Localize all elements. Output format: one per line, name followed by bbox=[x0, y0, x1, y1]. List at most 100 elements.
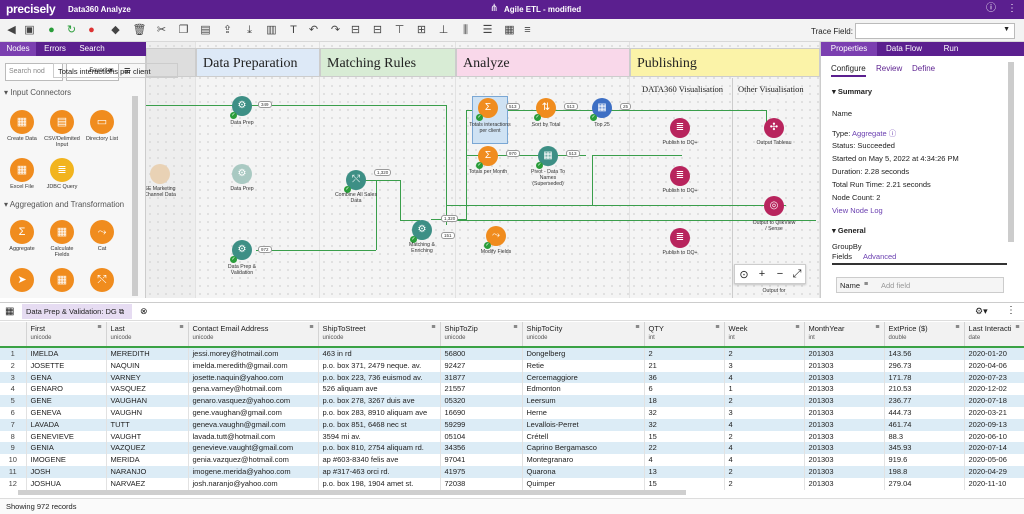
table-cell[interactable]: 198.8 bbox=[884, 465, 965, 478]
table-row[interactable]: 5 GENE VAUGHAN genaro.vasquez@yahoo.com p.o.… bbox=[0, 395, 1024, 407]
table-cell[interactable]: 201303 bbox=[804, 383, 885, 396]
table-cell[interactable]: 444.73 bbox=[884, 406, 965, 419]
table-cell[interactable]: GENA bbox=[26, 371, 107, 384]
table-cell[interactable]: 171.78 bbox=[884, 371, 965, 384]
table-cell[interactable]: gena.varney@hotmail.com bbox=[188, 383, 319, 396]
node-pivot-data[interactable]: ▦ bbox=[538, 146, 558, 166]
lane-title-matching-rules[interactable]: Matching Rules bbox=[320, 48, 456, 77]
node-data-prep-validation[interactable]: ⚙ bbox=[232, 240, 252, 260]
table-row[interactable]: 10 IMOGENE MERIDA genia.vazquez@hotmail.com… bbox=[0, 454, 1024, 466]
node-publish-dq-2[interactable]: ≣ bbox=[670, 166, 690, 186]
table-cell[interactable]: Leersum bbox=[522, 395, 645, 407]
table-cell[interactable]: 2020-03-21 bbox=[964, 406, 1024, 419]
upload-icon[interactable]: ⇪ bbox=[222, 24, 233, 36]
left-scrollbar[interactable] bbox=[132, 96, 138, 296]
align-right-icon[interactable]: ⊟ bbox=[372, 24, 383, 36]
column-menu-icon[interactable]: ≡ bbox=[513, 324, 518, 331]
column-header[interactable]: ≡ Contact Email Address unicode bbox=[188, 322, 319, 348]
node-data-prep-1[interactable]: ⚙ bbox=[232, 96, 252, 116]
table-cell[interactable]: 2 bbox=[724, 477, 805, 490]
node-combine-sales[interactable]: ⤲ bbox=[346, 170, 366, 190]
table-cell[interactable]: Cercemaggiore bbox=[522, 371, 645, 384]
table-cell[interactable]: 31877 bbox=[440, 371, 523, 384]
table-cell[interactable]: IMELDA bbox=[26, 347, 107, 360]
table-cell[interactable]: p.o. box 810, 2754 aliquam rd. bbox=[318, 442, 441, 455]
table-cell[interactable]: Dongelberg bbox=[522, 347, 645, 360]
tab-properties[interactable]: Properties bbox=[821, 42, 877, 56]
tool-more-2[interactable]: ▦ bbox=[44, 268, 80, 292]
column-menu-icon[interactable]: ≡ bbox=[1015, 324, 1020, 331]
table-cell[interactable]: 36 bbox=[644, 371, 725, 384]
table-cell[interactable]: 2020-04-06 bbox=[964, 359, 1024, 372]
table-cell[interactable]: 2020-06-10 bbox=[964, 430, 1024, 443]
subtab-configure[interactable]: Configure bbox=[831, 64, 866, 77]
table-row[interactable]: 7 LAVADA TUTT geneva.vaughn@gmail.com p.o. b… bbox=[0, 418, 1024, 431]
table-cell[interactable]: p.o. box 223, 736 euismod av. bbox=[318, 371, 441, 384]
rerun-icon[interactable]: ↻ bbox=[66, 24, 77, 36]
distribute-h-icon[interactable]: ⫼ bbox=[462, 24, 469, 36]
table-cell[interactable]: Levallois-Perret bbox=[522, 418, 645, 431]
table-cell[interactable]: josette.naquin@yahoo.com bbox=[188, 371, 319, 384]
table-cell[interactable]: 461.74 bbox=[884, 418, 965, 431]
table-cell[interactable]: p.o. box 198, 1904 amet st. bbox=[318, 477, 441, 490]
fit-target-icon[interactable]: ⊙ bbox=[739, 269, 749, 281]
table-cell[interactable]: p.o. box 371, 2479 neque. av. bbox=[318, 359, 441, 372]
back-icon[interactable]: ◀ bbox=[7, 24, 16, 36]
distribute-v-icon[interactable]: ☰ bbox=[482, 24, 493, 36]
lane-title-data-preparation[interactable]: Data Preparation bbox=[196, 48, 320, 77]
table-cell[interactable]: 1 bbox=[724, 383, 805, 396]
node-modify-fields[interactable]: ⤳ bbox=[486, 226, 506, 246]
table-cell[interactable]: GENEVIEVE bbox=[26, 430, 107, 443]
section-input-connectors[interactable]: ▾ Input Connectors bbox=[4, 88, 72, 97]
column-menu-icon[interactable]: ≡ bbox=[635, 324, 640, 331]
settings-icon[interactable]: ⚙▾ bbox=[975, 306, 988, 316]
column-menu-icon[interactable]: ≡ bbox=[431, 324, 436, 331]
table-cell[interactable]: 59299 bbox=[440, 418, 523, 431]
table-cell[interactable]: 41975 bbox=[440, 465, 523, 478]
table-cell[interactable]: GENEVA bbox=[26, 406, 107, 419]
table-cell[interactable]: 526 aliquam ave bbox=[318, 383, 441, 396]
table-cell[interactable]: VAZQUEZ bbox=[106, 442, 189, 455]
table-cell[interactable]: ap #603-8340 felis ave bbox=[318, 454, 441, 466]
node-search-input[interactable]: Search nod bbox=[5, 63, 63, 81]
row-index[interactable]: 6 bbox=[0, 406, 27, 419]
node-sort-by-total[interactable]: ⇅ bbox=[536, 98, 556, 118]
table-cell[interactable]: 2020-11-10 bbox=[964, 477, 1024, 490]
table-cell[interactable]: 32 bbox=[644, 406, 725, 419]
table-cell[interactable]: MERIDA bbox=[106, 454, 189, 466]
row-index[interactable]: 5 bbox=[0, 395, 27, 407]
tab-run[interactable]: Run bbox=[931, 42, 971, 56]
table-cell[interactable]: 296.73 bbox=[884, 359, 965, 372]
info-icon[interactable]: ⓘ bbox=[888, 129, 897, 138]
table-cell[interactable]: VAUGHT bbox=[106, 430, 189, 443]
table-cell[interactable]: GENE bbox=[26, 395, 107, 407]
table-cell[interactable]: 13 bbox=[644, 465, 725, 478]
table-cell[interactable]: 2 bbox=[724, 395, 805, 407]
table-cell[interactable]: imogene.merida@yahoo.com bbox=[188, 465, 319, 478]
table-cell[interactable]: 2 bbox=[724, 465, 805, 478]
table-cell[interactable]: NAQUIN bbox=[106, 359, 189, 372]
column-header[interactable]: ≡ First unicode bbox=[26, 322, 107, 348]
grid-icon[interactable]: ▦ bbox=[504, 24, 515, 36]
table-cell[interactable]: jessi.morey@hotmail.com bbox=[188, 347, 319, 360]
table-cell[interactable]: NARVAEZ bbox=[106, 477, 189, 490]
table-cell[interactable]: IMOGENE bbox=[26, 454, 107, 466]
node-data-prep-2[interactable]: ⚙ bbox=[232, 164, 252, 184]
table-cell[interactable]: 463 in rd bbox=[318, 347, 441, 360]
column-menu-icon[interactable]: ≡ bbox=[875, 324, 880, 331]
table-cell[interactable]: p.o. box 278, 3267 duis ave bbox=[318, 395, 441, 407]
align-middle-icon[interactable]: ⊞ bbox=[416, 24, 427, 36]
column-header[interactable]: ≡ ShipToZip unicode bbox=[440, 322, 523, 348]
row-index[interactable]: 12 bbox=[0, 477, 27, 490]
tool-calculate-fields[interactable]: ▦ Calculate Fields bbox=[44, 220, 80, 258]
table-cell[interactable]: LAVADA bbox=[26, 418, 107, 431]
table-cell[interactable]: 201303 bbox=[804, 395, 885, 407]
table-cell[interactable]: 4 bbox=[724, 454, 805, 466]
table-cell[interactable]: 56800 bbox=[440, 347, 523, 360]
table-cell[interactable]: lavada.tutt@hotmail.com bbox=[188, 430, 319, 443]
align-bottom-icon[interactable]: ⊥ bbox=[438, 24, 449, 36]
table-cell[interactable]: 2020-12-02 bbox=[964, 383, 1024, 396]
table-cell[interactable]: 2 bbox=[724, 430, 805, 443]
row-index[interactable]: 10 bbox=[0, 454, 27, 466]
table-cell[interactable]: 4 bbox=[724, 442, 805, 455]
